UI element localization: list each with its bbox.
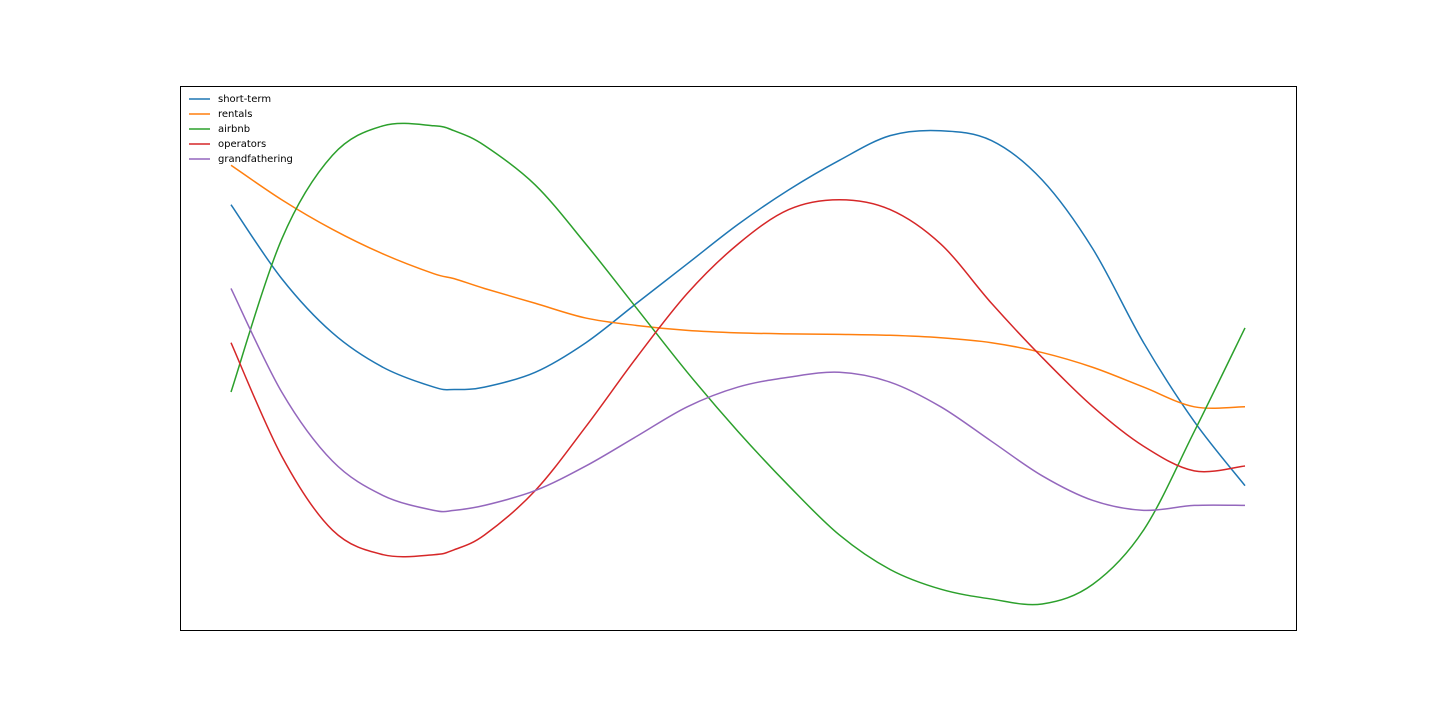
- legend-item-operators: operators: [189, 139, 266, 150]
- legend: short-term rentals airbnb operators grandfat…: [189, 94, 293, 165]
- legend-label-airbnb: airbnb: [218, 124, 250, 135]
- series-line-airbnb: [230, 122, 1246, 606]
- legend-item-airbnb: airbnb: [189, 124, 250, 135]
- legend-label-rentals: rentals: [218, 109, 252, 120]
- legend-item-short-term: short-term: [189, 94, 271, 105]
- legend-label-short-term: short-term: [218, 94, 271, 105]
- legend-item-grandfathering: grandfathering: [189, 154, 293, 165]
- series-line-operators: [230, 198, 1246, 558]
- series-line-grandfathering: [230, 288, 1246, 513]
- legend-label-grandfathering: grandfathering: [218, 154, 293, 165]
- series-line-short-term: [230, 129, 1246, 487]
- legend-label-operators: operators: [218, 139, 266, 150]
- series-layer: [230, 122, 1246, 606]
- legend-item-rentals: rentals: [189, 109, 252, 120]
- series-line-rentals: [230, 164, 1246, 409]
